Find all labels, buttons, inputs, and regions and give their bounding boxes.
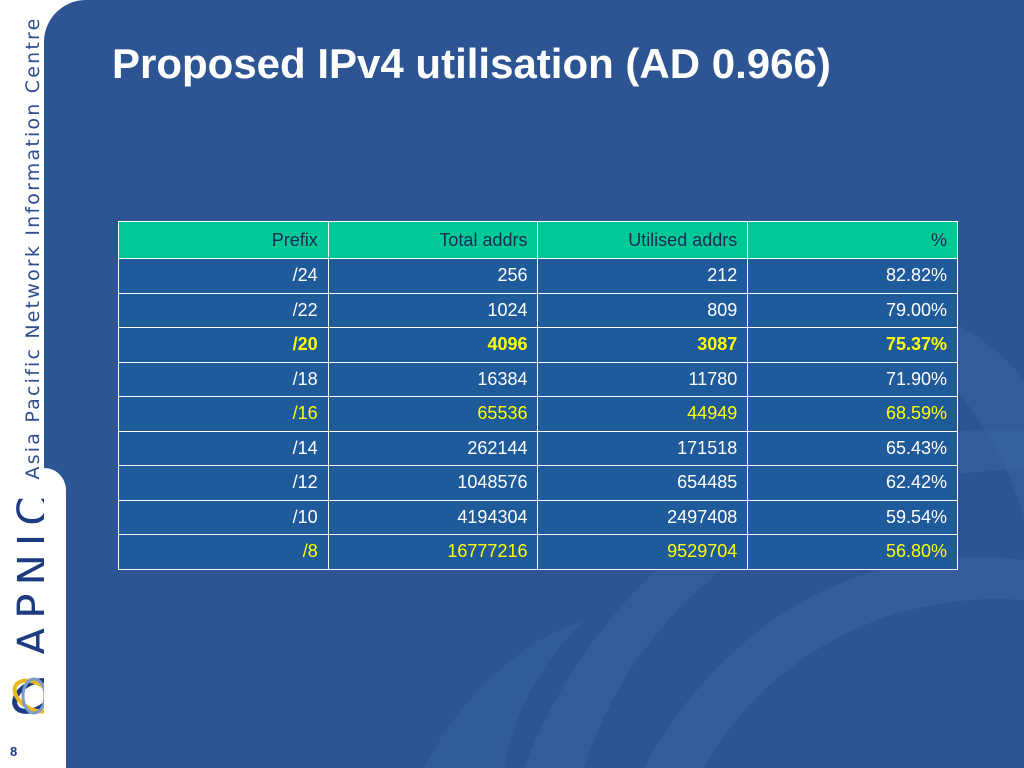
cell-utilised: 809: [537, 292, 749, 328]
table-row: /12 1048576 654485 62.42%: [118, 465, 958, 501]
cell-percent: 62.42%: [747, 465, 958, 501]
cell-total: 4096: [327, 327, 539, 363]
cell-percent: 79.00%: [747, 292, 958, 328]
cell-prefix: /18: [118, 361, 329, 397]
header-total-addrs: Total addrs: [327, 221, 539, 259]
cell-utilised: 9529704: [537, 534, 749, 570]
cell-percent: 68.59%: [747, 396, 958, 432]
table-row-highlighted: /20 4096 3087 75.37%: [118, 327, 958, 363]
cell-total: 1024: [327, 292, 539, 328]
cell-utilised: 2497408: [537, 499, 749, 535]
table-row: /10 4194304 2497408 59.54%: [118, 499, 958, 535]
cell-percent: 71.90%: [747, 361, 958, 397]
cell-prefix: /22: [118, 292, 329, 328]
table-header-row: Prefix Total addrs Utilised addrs %: [118, 221, 958, 259]
cell-utilised: 11780: [537, 361, 749, 397]
cell-prefix: /8: [118, 534, 329, 570]
cell-utilised: 44949: [537, 396, 749, 432]
table-row: /18 16384 11780 71.90%: [118, 361, 958, 397]
cell-prefix: /10: [118, 499, 329, 535]
cell-total: 16777216: [327, 534, 539, 570]
cell-utilised: 171518: [537, 430, 749, 466]
cell-prefix: /16: [118, 396, 329, 432]
cell-prefix: /12: [118, 465, 329, 501]
cell-total: 256: [327, 258, 539, 294]
org-name: Asia Pacific Network Information Centre: [22, 16, 44, 480]
page-number: 8: [10, 744, 18, 759]
header-utilised-addrs: Utilised addrs: [537, 221, 749, 259]
cell-total: 65536: [327, 396, 539, 432]
table-row: /24 256 212 82.82%: [118, 258, 958, 294]
table-row: /14 262144 171518 65.43%: [118, 430, 958, 466]
cell-total: 4194304: [327, 499, 539, 535]
cell-prefix: /14: [118, 430, 329, 466]
cell-utilised: 3087: [537, 327, 749, 363]
cell-percent: 56.80%: [747, 534, 958, 570]
cell-percent: 59.54%: [747, 499, 958, 535]
cell-total: 1048576: [327, 465, 539, 501]
table-row-highlighted: /8 16777216 9529704 56.80%: [118, 534, 958, 570]
table-row: /22 1024 809 79.00%: [118, 292, 958, 328]
header-prefix: Prefix: [118, 221, 329, 259]
table-row-highlighted: /16 65536 44949 68.59%: [118, 396, 958, 432]
cell-percent: 75.37%: [747, 327, 958, 363]
cell-utilised: 212: [537, 258, 749, 294]
slide-title: Proposed IPv4 utilisation (AD 0.966): [112, 40, 831, 87]
cell-total: 262144: [327, 430, 539, 466]
cell-percent: 65.43%: [747, 430, 958, 466]
cell-total: 16384: [327, 361, 539, 397]
cell-utilised: 654485: [537, 465, 749, 501]
header-percent: %: [747, 221, 958, 259]
cell-prefix: /24: [118, 258, 329, 294]
utilisation-table: Prefix Total addrs Utilised addrs % /24 …: [118, 221, 958, 570]
cell-percent: 82.82%: [747, 258, 958, 294]
cell-prefix: /20: [118, 327, 329, 363]
